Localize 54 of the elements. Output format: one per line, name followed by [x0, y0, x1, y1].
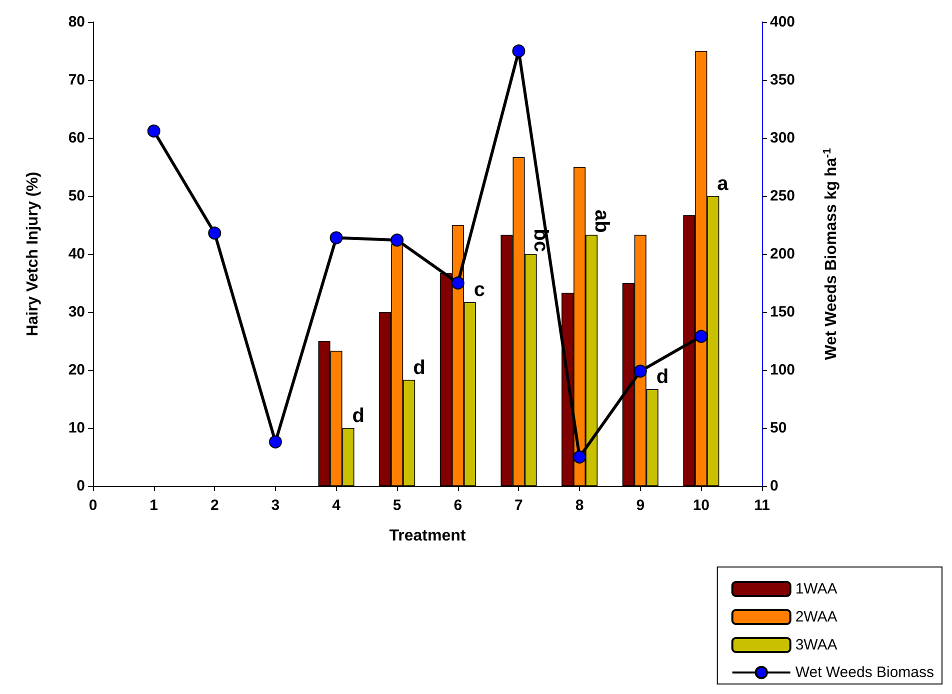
legend-label: 1WAA — [795, 580, 838, 598]
x-tick-label: 1 — [150, 497, 158, 514]
annotation: d — [413, 356, 426, 379]
y-tick-label: 30 — [68, 304, 85, 320]
y2-tick-label: 350 — [770, 72, 796, 88]
y-axis-title: Hairy Vetch Injury (%) — [24, 172, 42, 336]
y2-tick-label: 200 — [770, 246, 796, 262]
point — [208, 226, 222, 240]
y2-tick-label: 150 — [770, 304, 796, 320]
x-tick-label: 8 — [575, 497, 584, 514]
y-tick-label: 70 — [68, 72, 85, 88]
y2-tick-label: 50 — [770, 420, 787, 436]
point — [147, 124, 160, 138]
y2-tick-label: 250 — [770, 188, 796, 204]
annotation: c — [474, 279, 486, 302]
y-tick-label: 80 — [68, 14, 85, 30]
x-tick-label: 11 — [754, 497, 770, 514]
x-tick-label: 4 — [332, 497, 342, 514]
y-tick-label: 50 — [68, 188, 85, 204]
y2-tick-label: 0 — [770, 478, 778, 494]
point — [390, 234, 404, 247]
annotation: a — [717, 173, 730, 195]
y2-tick-label: 400 — [770, 14, 796, 30]
y2-axis-title: Wet Weeds Biomass kg ha-1 — [822, 148, 840, 360]
x-tick-label: 10 — [692, 497, 710, 514]
x-tick-label: 7 — [514, 497, 523, 514]
y-tick-label: 60 — [68, 130, 85, 146]
point — [451, 276, 464, 290]
x-tick-label: 0 — [88, 497, 98, 514]
annotation: bc — [530, 228, 552, 252]
y-tick-label: 40 — [68, 246, 85, 262]
annotation: d — [656, 366, 669, 388]
point — [330, 231, 343, 244]
x-tick-label: 9 — [636, 497, 645, 514]
y2-tick-label: 300 — [770, 130, 796, 146]
x-tick-label: 5 — [392, 497, 402, 514]
annotation: ab — [590, 210, 613, 233]
x-axis-title: Treatment — [389, 528, 466, 544]
point — [634, 364, 647, 378]
y-tick-label: 10 — [68, 420, 85, 436]
point — [268, 435, 282, 448]
legend-label: 2WAA — [795, 608, 838, 626]
point — [694, 330, 708, 343]
x-tick-label: 3 — [271, 497, 280, 514]
y-tick-label: 20 — [68, 362, 85, 378]
x-tick-label: 2 — [210, 497, 219, 514]
point — [573, 450, 586, 464]
x-tick-label: 6 — [454, 497, 462, 514]
y2-tick-label: 100 — [770, 362, 796, 378]
legend-label: Wet Weeds Biomass — [795, 664, 934, 681]
legend-label: 3WAA — [795, 636, 838, 654]
y-tick-label: 0 — [76, 478, 85, 494]
annotation: d — [352, 405, 364, 427]
point — [512, 44, 526, 58]
